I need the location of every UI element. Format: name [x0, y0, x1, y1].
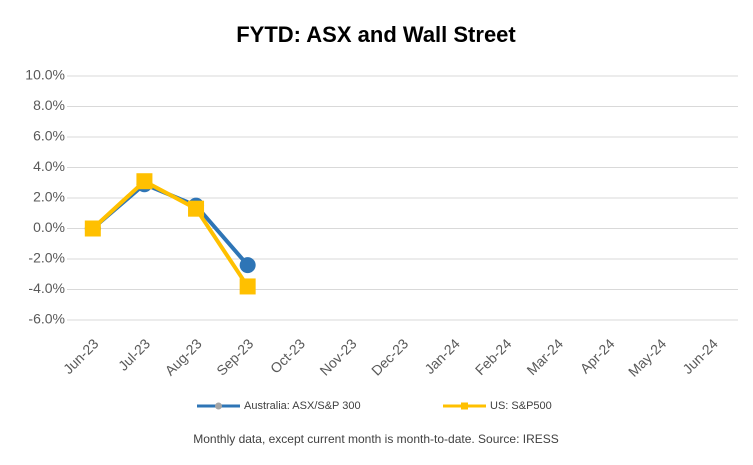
x-tick-label: May-24: [625, 335, 669, 379]
y-tick-label: 6.0%: [33, 128, 65, 144]
y-tick-label: 10.0%: [25, 67, 65, 83]
x-tick-label: Jun-23: [60, 335, 102, 377]
marker: [239, 257, 256, 274]
marker: [239, 278, 256, 295]
y-tick-label: 2.0%: [33, 189, 65, 205]
x-tick-label: Jun-24: [679, 335, 721, 377]
legend-marker: [461, 402, 468, 410]
x-tick-label: Jul-23: [115, 335, 153, 373]
x-tick-label: Aug-23: [162, 335, 205, 378]
y-tick-label: 4.0%: [33, 158, 65, 174]
x-tick-label: Nov-23: [316, 335, 359, 378]
chart-title: FYTD: ASX and Wall Street: [236, 22, 516, 47]
legend-label: Australia: ASX/S&P 300: [244, 400, 361, 412]
x-tick-label: Mar-24: [523, 335, 566, 378]
x-tick-label: Apr-24: [577, 335, 618, 376]
legend-marker: [215, 402, 222, 410]
annotation: Monthly data, except current month is mo…: [193, 432, 559, 446]
y-tick-label: -4.0%: [28, 280, 65, 296]
x-tick-label: Oct-23: [267, 335, 308, 376]
y-tick-label: 8.0%: [33, 97, 65, 113]
y-tick-label: 0.0%: [33, 219, 65, 235]
marker: [136, 173, 153, 190]
x-tick-label: Jan-24: [421, 335, 463, 377]
legend-label: US: S&P500: [490, 400, 552, 412]
x-tick-label: Feb-24: [472, 335, 515, 378]
marker: [84, 220, 101, 237]
y-tick-label: -2.0%: [28, 250, 65, 266]
x-tick-label: Dec-23: [368, 335, 411, 378]
y-tick-label: -6.0%: [28, 311, 65, 327]
x-tick-label: Sep-23: [213, 335, 256, 378]
series-line: [91, 179, 250, 288]
marker: [188, 200, 205, 217]
